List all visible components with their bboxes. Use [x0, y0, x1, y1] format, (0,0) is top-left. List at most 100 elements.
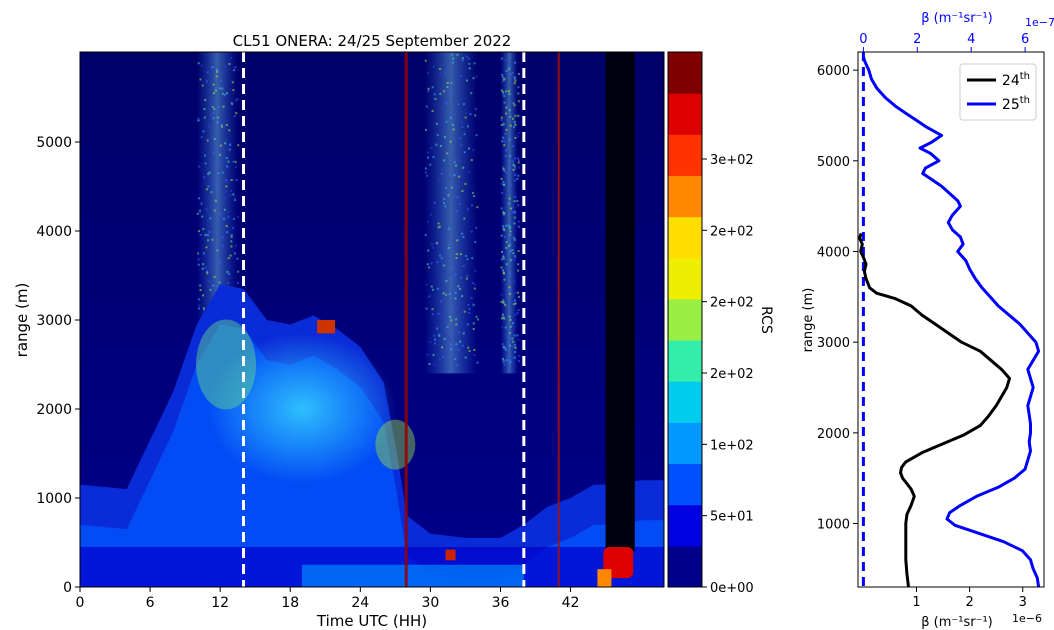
noise-speckle: [474, 114, 477, 117]
noise-speckle: [437, 333, 440, 336]
noise-speckle: [456, 210, 459, 213]
colorbar-tick-label: 2e+02: [710, 224, 754, 239]
noise-speckle: [426, 174, 429, 177]
noise-speckle: [455, 318, 458, 321]
noise-speckle: [220, 124, 223, 127]
noise-speckle: [443, 159, 446, 162]
noise-speckle: [501, 73, 504, 76]
noise-speckle: [449, 343, 452, 346]
profile-frame: [857, 51, 1045, 588]
profile-line-25th: [861, 56, 1041, 587]
noise-speckle: [459, 253, 462, 256]
noise-speckle: [202, 307, 205, 310]
noise-speckle: [502, 302, 505, 305]
colorbar-tick-label: 2e+02: [710, 296, 754, 311]
x-tick-label: 42: [562, 595, 580, 611]
noise-speckle: [502, 316, 505, 319]
noise-speckle: [229, 194, 232, 197]
noise-speckle: [197, 258, 200, 261]
noise-speckle: [207, 125, 210, 128]
noise-speckle: [234, 66, 237, 69]
noise-speckle: [454, 291, 457, 294]
noise-speckle: [433, 334, 436, 337]
noise-speckle: [212, 112, 215, 115]
noise-speckle: [467, 346, 470, 349]
noise-speckle: [505, 128, 508, 131]
noise-speckle: [237, 270, 240, 273]
noise-speckle: [202, 294, 205, 297]
noise-speckle: [502, 254, 505, 257]
noise-speckle: [517, 204, 520, 207]
noise-speckle: [214, 183, 217, 186]
noise-speckle: [220, 79, 223, 82]
noise-speckle: [475, 226, 478, 229]
noise-speckle: [216, 249, 219, 252]
noise-speckle: [221, 244, 224, 247]
noise-speckle: [210, 135, 213, 138]
noise-speckle: [514, 196, 517, 199]
noise-speckle: [500, 250, 503, 253]
noise-speckle: [460, 322, 463, 325]
noise-speckle: [505, 224, 508, 227]
noise-speckle: [432, 65, 435, 68]
noise-speckle: [197, 119, 200, 122]
noise-speckle: [461, 59, 464, 62]
noise-speckle: [205, 208, 208, 211]
noise-speckle: [514, 168, 517, 171]
noise-speckle: [204, 266, 207, 269]
noise-speckle: [514, 291, 517, 294]
noise-speckle: [500, 207, 503, 210]
noise-speckle: [502, 166, 505, 169]
profile-line-24th: [858, 232, 1011, 587]
noise-speckle: [425, 283, 428, 286]
noise-speckle: [452, 200, 455, 203]
backscatter-profile-chart: 1000 2000 3000 4000 5000 6000 1 2 3 0 2 4 6 range …: [801, 11, 1054, 630]
noise-speckle: [457, 348, 460, 351]
noise-speckle: [448, 292, 451, 295]
noise-speckle: [471, 282, 474, 285]
noise-speckle: [504, 171, 507, 174]
noise-speckle: [508, 286, 511, 289]
noise-speckle: [232, 160, 235, 163]
noise-speckle: [439, 145, 442, 148]
noise-speckle: [472, 322, 475, 325]
noise-speckle: [202, 263, 205, 266]
noise-speckle: [429, 341, 432, 344]
noise-speckle: [509, 289, 512, 292]
noise-speckle: [511, 160, 514, 163]
noise-speckle: [441, 346, 444, 349]
precip-streak: [557, 52, 560, 587]
noise-speckle: [517, 161, 520, 164]
noise-speckle: [211, 105, 214, 108]
noise-speckle: [500, 293, 503, 296]
noise-speckle: [430, 147, 433, 150]
x-tick-label: 12: [211, 595, 229, 611]
noise-speckle: [233, 199, 236, 202]
noise-speckle: [465, 254, 468, 257]
noise-speckle: [429, 163, 432, 166]
noise-speckle: [500, 177, 503, 180]
noise-speckle: [514, 345, 517, 348]
noise-speckle: [442, 90, 445, 93]
noise-speckle: [447, 336, 450, 339]
noise-speckle: [509, 124, 512, 127]
noise-speckle: [463, 133, 466, 136]
noise-speckle: [461, 344, 464, 347]
noise-speckle: [196, 212, 199, 215]
noise-speckle: [509, 73, 512, 76]
noise-speckle: [231, 102, 234, 105]
noise-speckle: [509, 344, 512, 347]
noise-speckle: [466, 125, 469, 128]
noise-speckle: [507, 90, 510, 93]
noise-speckle: [440, 257, 443, 260]
noise-speckle: [463, 217, 466, 220]
noise-speckle: [511, 249, 514, 252]
noise-speckle: [502, 121, 505, 124]
noise-speckle: [445, 102, 448, 105]
surface-layer: [301, 564, 524, 587]
colorbar-cell: [668, 134, 702, 176]
noise-speckle: [508, 336, 511, 339]
noise-speckle: [437, 312, 440, 315]
noise-speckle: [457, 103, 460, 106]
noise-speckle: [502, 300, 505, 303]
